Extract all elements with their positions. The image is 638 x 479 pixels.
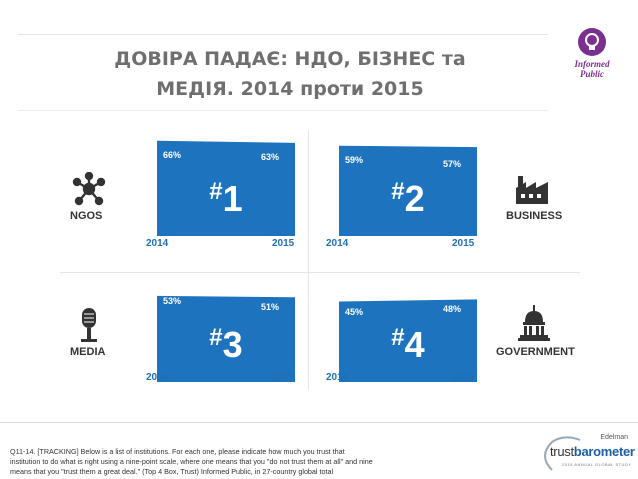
trust-panel-government: 45% 48% #4 [339,284,477,382]
footnote-line-1: Q11-14. [TRACKING] Below is a list of in… [10,447,345,456]
logo-word-b: barometer [573,444,635,459]
badge-line-1: Informed [574,59,610,69]
microphone-icon [76,306,102,349]
trust-shape [157,295,295,382]
trust-shape [339,145,477,236]
year-start: 2014 [146,372,169,383]
year-end: 2015 [452,372,475,383]
page-title-line-2: МЕДІЯ. 2014 проти 2015 [156,78,424,100]
rank-label: #2 [339,178,477,220]
logo-word-a: trust [550,444,574,459]
footnote-line-2: institution to do what is right using a … [10,457,373,466]
quadrant-vertical-divider [308,130,309,390]
footer-divider [0,422,638,423]
badge-line-2: Public [580,69,604,79]
pct-2015: 57% [442,159,461,169]
footnote-line-3: means that you "trust them a great deal.… [10,467,334,476]
year-start: 2014 [326,372,349,383]
rank-label: #4 [339,324,477,366]
edelman-trust-barometer-logo: Edelman trustbarometer 2015 ANNUAL GLOBA… [536,434,635,474]
rank-hash: # [209,324,223,351]
logo-swoosh [544,436,581,471]
informed-public-badge: Informed Public [566,28,618,79]
year-end: 2015 [272,372,295,383]
year-end: 2015 [452,238,475,249]
factory-icon [514,172,550,211]
page-title: ДОВІРА ПАДАЄ: НДО, БІЗНЕС та МЕДІЯ. 2014… [60,44,520,104]
year-start: 2014 [326,238,349,249]
trust-panel-business: 59% 57% #2 [339,138,477,236]
network-icon [72,171,106,211]
pct-2015: 48% [442,304,461,314]
rank-label: #1 [157,178,295,220]
trust-shape [339,299,477,382]
rank-label: #3 [157,324,295,366]
logo-company: Edelman [600,434,628,441]
year-end: 2015 [272,238,295,249]
rank-number: 2 [404,178,425,219]
rank-number: 3 [222,324,243,365]
quadrant-horizontal-divider [60,272,580,273]
page-title-line-1: ДОВІРА ПАДАЄ: НДО, БІЗНЕС та [114,48,466,70]
trust-panel-media: 53% 51% #3 [157,284,295,382]
pct-2014: 45% [345,307,364,317]
pct-2015: 63% [260,152,279,162]
title-divider [18,110,548,111]
sector-label-government: GOVERNMENT [496,346,575,358]
top-divider [18,34,548,35]
sector-label-business: BUSINESS [506,210,563,222]
rank-hash: # [391,324,405,351]
logo-subtitle: 2015 ANNUAL GLOBAL STUDY [562,462,632,467]
pct-2014: 66% [163,150,182,160]
rank-hash: # [391,178,405,205]
year-start: 2014 [146,238,169,249]
pct-2014: 53% [163,296,182,306]
sector-label-media: MEDIA [70,346,106,358]
pct-2015: 51% [260,302,279,312]
survey-footnote: Q11-14. [TRACKING] Below is a list of in… [10,447,480,479]
capitol-icon [516,304,552,347]
logo-wordmark: trustbarometer [550,444,635,459]
pct-2014: 59% [345,155,364,165]
trust-shape [157,140,295,236]
trust-panel-ngos: 66% 63% #1 [157,138,295,236]
rank-number: 1 [222,178,243,219]
lightbulb-icon [578,28,606,56]
sector-label-ngos: NGOS [70,210,103,222]
rank-number: 4 [404,324,425,365]
rank-hash: # [209,178,223,205]
